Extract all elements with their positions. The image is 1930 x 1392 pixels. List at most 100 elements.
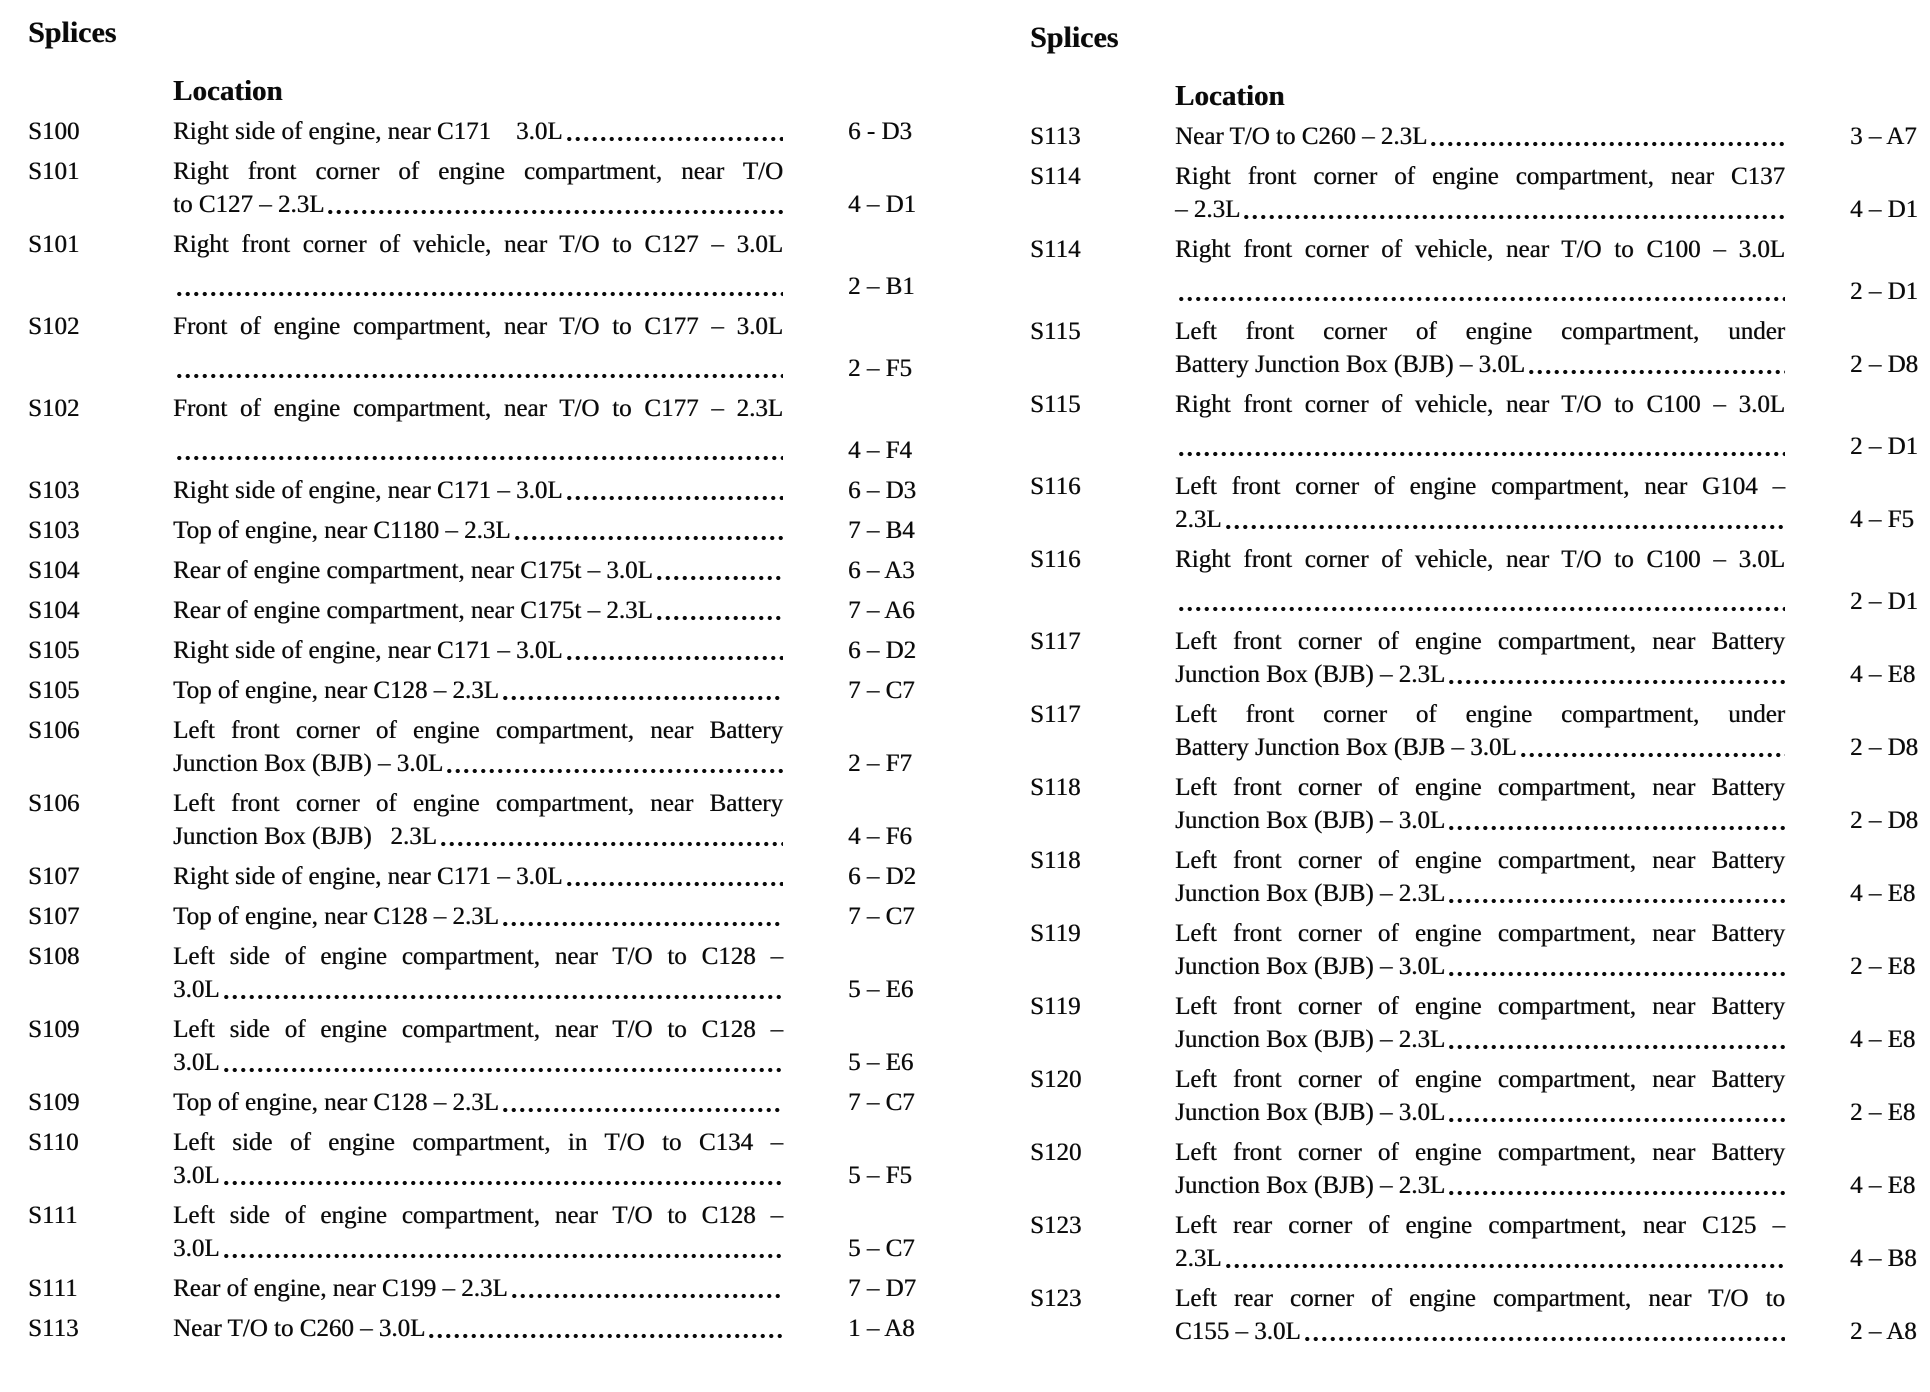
location-text: Junction Box (BJB) – 3.0L	[1175, 807, 1446, 834]
dot-leader	[1429, 139, 1785, 149]
location-text: Right side of engine, near C171 – 3.0L	[173, 637, 563, 664]
dot-leader	[1447, 1115, 1785, 1125]
grid-ref: 2 – D1	[1850, 278, 1919, 305]
splice-id: S106	[28, 790, 80, 817]
location-line: Left front corner of engine compartment,…	[173, 790, 783, 817]
grid-ref: 2 – D1	[1850, 433, 1919, 460]
location-line: Left front corner of engine compartment,…	[1175, 1139, 1785, 1166]
grid-ref: 5 – F5	[848, 1162, 912, 1189]
location-text: Junction Box (BJB) – 2.3L	[1175, 661, 1446, 688]
location-line: Right side of engine, near C171 – 3.0L	[173, 860, 783, 893]
splice-row: S108 Left side of engine compartment, nea…	[28, 940, 920, 1006]
grid-ref: 4 – E8	[1850, 1026, 1916, 1053]
location-text: Junction Box (BJB) – 2.3L	[1175, 880, 1446, 907]
dot-leader	[427, 1331, 783, 1341]
splice-rows: S100 Right side of engine, near C171 3.0L…	[28, 115, 920, 1345]
grid-ref: 5 – E6	[848, 976, 914, 1003]
splice-location: Top of engine, near C128 – 2.3L	[173, 1086, 783, 1119]
location-line: Junction Box (BJB) – 3.0L	[1175, 950, 1785, 983]
location-line: Top of engine, near C128 – 2.3L	[173, 1086, 783, 1119]
splice-row: S117 Left front corner of engine compartm…	[1030, 625, 1925, 691]
splice-location: Front of engine compartment, near T/O to…	[173, 392, 783, 467]
dot-leader	[509, 1291, 783, 1301]
splice-row: S114 Right front corner of vehicle, near …	[1030, 233, 1925, 308]
splice-id: S105	[28, 637, 80, 664]
location-line: to C127 – 2.3L	[173, 188, 783, 221]
grid-ref: 2 – E8	[1850, 1099, 1916, 1126]
grid-ref: 7 – C7	[848, 677, 915, 704]
location-line: 3.0L	[173, 1159, 783, 1192]
location-text: Top of engine, near C128 – 2.3L	[173, 1089, 499, 1116]
location-text: Near T/O to C260 – 2.3L	[1175, 123, 1428, 150]
splice-row: S119 Left front corner of engine compartm…	[1030, 917, 1925, 983]
splice-location: Near T/O to C260 – 2.3L	[1175, 120, 1785, 153]
splice-row: S100 Right side of engine, near C171 3.0L…	[28, 115, 920, 148]
dot-leader	[1526, 367, 1785, 377]
splice-id: S123	[1030, 1212, 1082, 1239]
splice-id: S114	[1030, 236, 1081, 263]
dot-leader	[500, 919, 783, 929]
location-line: Right front corner of engine compartment…	[173, 158, 783, 185]
grid-ref: 4 – F4	[848, 437, 912, 464]
location-header: Location	[1175, 80, 1285, 112]
splice-location: Right front corner of engine compartment…	[173, 155, 783, 221]
dot-leader	[1242, 212, 1785, 222]
location-line: Left front corner of engine compartment,…	[1175, 847, 1785, 874]
grid-ref: 6 – D3	[848, 477, 917, 504]
dot-leader	[1223, 1261, 1785, 1271]
splice-row: S103 Right side of engine, near C171 – 3.…	[28, 474, 920, 507]
grid-ref: 2 – F7	[848, 750, 912, 777]
grid-ref: 4 – F5	[1850, 506, 1914, 533]
splice-row: S113 Near T/O to C260 – 2.3L 3 – A7	[1030, 120, 1925, 153]
location-line: Left side of engine compartment, near T/…	[173, 1016, 783, 1043]
dot-leader	[1302, 1334, 1785, 1344]
grid-ref: 3 – A7	[1850, 123, 1917, 150]
location-text: – 2.3L	[1175, 196, 1241, 223]
splice-id: S118	[1030, 774, 1081, 801]
splice-row: S115 Right front corner of vehicle, near …	[1030, 388, 1925, 463]
location-line: Top of engine, near C1180 – 2.3L	[173, 514, 783, 547]
location-line: Left front corner of engine compartment,…	[1175, 473, 1785, 500]
splice-id: S109	[28, 1016, 80, 1043]
dot-leader	[564, 134, 783, 144]
location-text: Battery Junction Box (BJB) – 3.0L	[1175, 351, 1525, 378]
splice-id: S105	[28, 677, 80, 704]
splice-location: Left front corner of engine compartment,…	[1175, 625, 1785, 691]
location-text: Rear of engine, near C199 – 2.3L	[173, 1275, 508, 1302]
grid-ref: 2 – D1	[1850, 588, 1919, 615]
splice-row: S119 Left front corner of engine compartm…	[1030, 990, 1925, 1056]
splice-location: Top of engine, near C128 – 2.3L	[173, 674, 783, 707]
splice-row: S111 Rear of engine, near C199 – 2.3L 7 – …	[28, 1272, 920, 1305]
splice-location: Rear of engine compartment, near C175t –…	[173, 594, 783, 627]
page-title: Splices	[1030, 21, 1119, 54]
location-line: Left front corner of engine compartment,…	[1175, 628, 1785, 655]
splice-row: S109 Top of engine, near C128 – 2.3L 7 – C…	[28, 1086, 920, 1119]
location-line	[173, 434, 783, 467]
location-text: 3.0L	[173, 1162, 220, 1189]
splice-id: S100	[28, 118, 80, 145]
splice-location: Right side of engine, near C171 – 3.0L	[173, 474, 783, 507]
splice-row: S115 Left front corner of engine compartm…	[1030, 315, 1925, 381]
location-line: Left side of engine compartment, in T/O …	[173, 1129, 783, 1156]
location-text: Top of engine, near C1180 – 2.3L	[173, 517, 511, 544]
splice-location: Left side of engine compartment, near T/…	[173, 1013, 783, 1079]
dot-leader	[1447, 1188, 1785, 1198]
dot-leader	[654, 573, 783, 583]
grid-ref: 2 – D8	[1850, 351, 1919, 378]
splice-id: S111	[28, 1202, 78, 1229]
grid-ref: 2 – A8	[1850, 1318, 1917, 1345]
splice-id: S115	[1030, 391, 1081, 418]
location-line: Junction Box (BJB) – 3.0L	[1175, 1096, 1785, 1129]
location-line: 2.3L	[1175, 1242, 1785, 1275]
location-text: Battery Junction Box (BJB – 3.0L	[1175, 734, 1517, 761]
grid-ref: 4 – D1	[848, 191, 917, 218]
splice-location: Right front corner of engine compartment…	[1175, 160, 1785, 226]
splice-id: S119	[1030, 993, 1081, 1020]
splice-location: Rear of engine, near C199 – 2.3L	[173, 1272, 783, 1305]
dot-leader	[1447, 896, 1785, 906]
splice-id: S101	[28, 231, 80, 258]
location-header: Location	[173, 75, 283, 107]
dot-leader	[1447, 823, 1785, 833]
location-line: Junction Box (BJB) – 3.0L	[1175, 804, 1785, 837]
splice-location: Left front corner of engine compartment,…	[1175, 1063, 1785, 1129]
